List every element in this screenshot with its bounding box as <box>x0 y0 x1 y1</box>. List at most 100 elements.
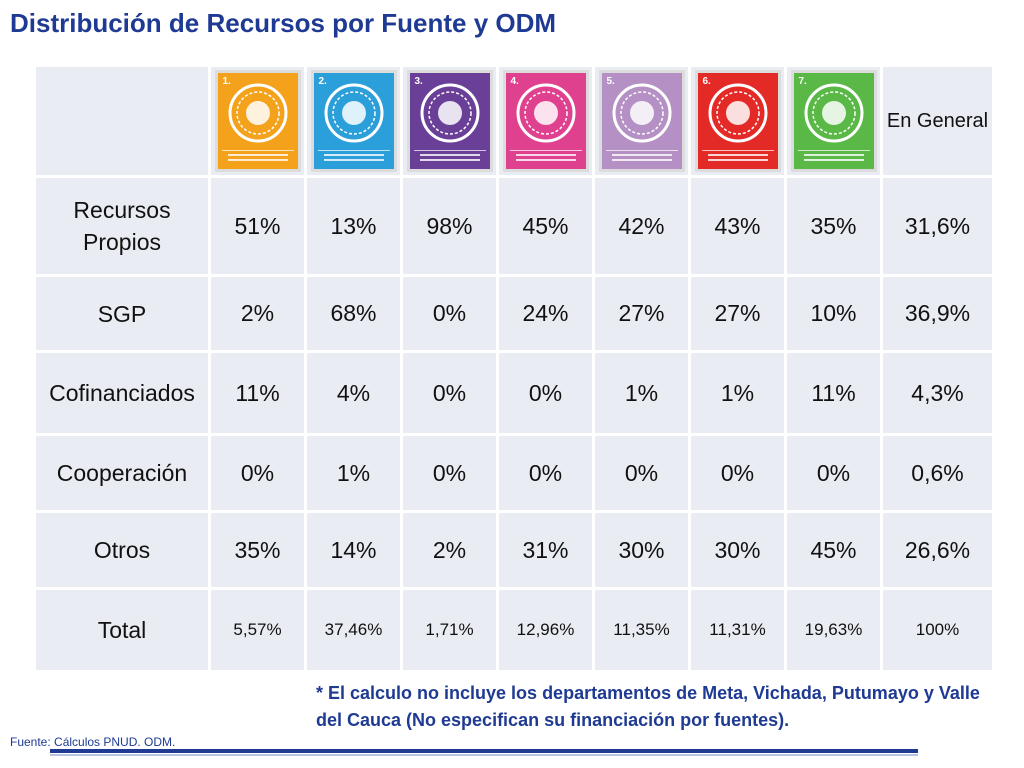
table-cell: 27% <box>592 274 691 353</box>
table-row: Cofinanciados 11% 4% 0% 0% 1% 1% 11% 4,3% <box>33 350 995 436</box>
goal-number: 6. <box>702 76 711 87</box>
table-row: Recursos Propios 51% 13% 98% 45% 42% 43% 35% 31,… <box>33 175 995 277</box>
goal-emblem <box>516 83 575 143</box>
table-cell: 13% <box>304 175 403 277</box>
goal-header-cell: 2. <box>304 64 403 178</box>
table-cell: 19,63% <box>784 587 883 673</box>
goal-caption-lines <box>605 150 678 165</box>
goal-emblem <box>804 83 863 143</box>
goal-caption-lines <box>701 150 774 165</box>
row-label: Otros <box>33 510 211 590</box>
table-cell: 10% <box>784 274 883 353</box>
table-cell: 2% <box>400 510 499 590</box>
table-header-row: 1. 2. 3. 4. 5. 6. 7. En General <box>33 64 995 178</box>
table-cell: 2% <box>208 274 307 353</box>
footnote: * El calculo no incluye los departamento… <box>316 683 980 730</box>
goal-emblem <box>228 83 287 143</box>
goal-number: 4. <box>510 76 519 87</box>
table-cell: 42% <box>592 175 691 277</box>
table-cell: 4,3% <box>880 350 995 436</box>
goal-number: 2. <box>318 76 327 87</box>
source-credit: Fuente: Cálculos PNUD. ODM. <box>10 735 176 749</box>
goal-6-hiv-malaria-icon: 6. <box>694 70 781 172</box>
goal-7-environment-icon: 7. <box>790 70 877 172</box>
table-cell: 1,71% <box>400 587 499 673</box>
table-cell: 0% <box>496 433 595 513</box>
table-cell: 36,9% <box>880 274 995 353</box>
table-cell: 4% <box>304 350 403 436</box>
goal-4-child-mortality-icon: 4. <box>502 70 589 172</box>
table-cell: 35% <box>784 175 883 277</box>
table-cell: 30% <box>592 510 691 590</box>
slide-title: Distribución de Recursos por Fuente y OD… <box>10 8 557 38</box>
footer-bar-accent <box>50 754 918 756</box>
goal-emblem <box>708 83 767 143</box>
row-label: Recursos Propios <box>33 175 211 277</box>
goal-emblem <box>420 83 479 143</box>
goal-emblem <box>324 83 383 143</box>
table-cell: 0,6% <box>880 433 995 513</box>
table-cell: 26,6% <box>880 510 995 590</box>
footer-bar <box>50 749 918 753</box>
row-label: SGP <box>33 274 211 353</box>
table-cell: 43% <box>688 175 787 277</box>
goal-header-cell: 5. <box>592 64 691 178</box>
table-cell: 30% <box>688 510 787 590</box>
resources-table: 1. 2. 3. 4. 5. 6. 7. En General Recursos… <box>33 64 995 673</box>
goal-3-gender-equality-icon: 3. <box>406 70 493 172</box>
table-cell: 0% <box>784 433 883 513</box>
goal-number: 7. <box>798 76 807 87</box>
goal-header-cell: 7. <box>784 64 883 178</box>
goal-number: 5. <box>606 76 615 87</box>
table-cell: 45% <box>784 510 883 590</box>
table-cell: 37,46% <box>304 587 403 673</box>
table-cell: 0% <box>400 350 499 436</box>
table-cell: 11,31% <box>688 587 787 673</box>
table-row: SGP 2% 68% 0% 24% 27% 27% 10% 36,9% <box>33 274 995 353</box>
goal-5-maternal-health-icon: 5. <box>598 70 685 172</box>
goal-caption-lines <box>317 150 390 165</box>
table-cell: 0% <box>400 433 499 513</box>
goal-emblem <box>612 83 671 143</box>
table-cell: 11,35% <box>592 587 691 673</box>
goal-2-education-owl-icon: 2. <box>310 70 397 172</box>
table-cell: 27% <box>688 274 787 353</box>
goal-header-cell: 4. <box>496 64 595 178</box>
table-cell: 0% <box>496 350 595 436</box>
table-cell: 100% <box>880 587 995 673</box>
table-row: Otros 35% 14% 2% 31% 30% 30% 45% 26,6% <box>33 510 995 590</box>
goal-caption-lines <box>797 150 870 165</box>
table-cell: 0% <box>208 433 307 513</box>
table-cell: 98% <box>400 175 499 277</box>
table-cell: 0% <box>400 274 499 353</box>
table-cell: 1% <box>688 350 787 436</box>
goal-caption-lines <box>221 150 294 165</box>
table-row: Total 5,57% 37,46% 1,71% 12,96% 11,35% 11,31% 1… <box>33 587 995 673</box>
row-label: Cofinanciados <box>33 350 211 436</box>
goal-caption-lines <box>413 150 486 165</box>
goal-1-poverty-hunger-icon: 1. <box>214 70 301 172</box>
table-cell: 11% <box>784 350 883 436</box>
table-cell: 0% <box>592 433 691 513</box>
goal-header-cell: 3. <box>400 64 499 178</box>
table-cell: 5,57% <box>208 587 307 673</box>
row-label: Cooperación <box>33 433 211 513</box>
table-cell: 31% <box>496 510 595 590</box>
table-cell: 31,6% <box>880 175 995 277</box>
table-cell: 51% <box>208 175 307 277</box>
goal-number: 3. <box>414 76 423 87</box>
table-cell: 1% <box>304 433 403 513</box>
table-cell: 35% <box>208 510 307 590</box>
goal-header-cell: 1. <box>208 64 307 178</box>
goal-number: 1. <box>222 76 231 87</box>
table-cell: 14% <box>304 510 403 590</box>
goal-header-cell: 6. <box>688 64 787 178</box>
table-cell: 68% <box>304 274 403 353</box>
table-row: Cooperación 0% 1% 0% 0% 0% 0% 0% 0,6% <box>33 433 995 513</box>
table-cell: 1% <box>592 350 691 436</box>
table-cell: 0% <box>688 433 787 513</box>
row-label: Total <box>33 587 211 673</box>
table-cell: 24% <box>496 274 595 353</box>
table-cell: 11% <box>208 350 307 436</box>
corner-cell <box>33 64 211 178</box>
